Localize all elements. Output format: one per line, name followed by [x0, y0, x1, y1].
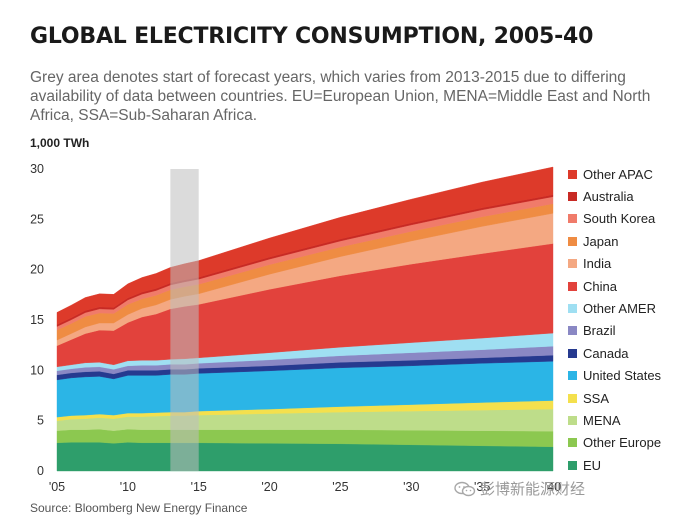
- legend-swatch: [568, 415, 577, 425]
- legend-label: Other Europe: [583, 435, 662, 451]
- watermark-text: 彭博新能源财经: [480, 481, 586, 498]
- y-tick-label: 15: [30, 313, 44, 327]
- legend-swatch: [568, 281, 577, 291]
- y-tick-label: 0: [37, 464, 44, 478]
- source-note: Source: Bloomberg New Energy Finance: [30, 501, 248, 515]
- legend-swatch: [568, 192, 577, 202]
- legend-item: Brazil: [568, 320, 661, 342]
- legend-swatch: [568, 348, 577, 358]
- y-tick-label: 5: [37, 414, 44, 428]
- legend-swatch: [568, 460, 577, 470]
- x-tick-label: '35: [474, 480, 490, 494]
- legend-item: MENA: [568, 409, 661, 431]
- legend-item: Other AMER: [568, 297, 661, 319]
- legend-item: Australia: [568, 185, 661, 207]
- y-tick-label: 25: [30, 212, 44, 226]
- legend-swatch: [568, 214, 577, 224]
- legend-item: United States: [568, 365, 661, 387]
- y-axis-unit-label: 1,000 TWh: [30, 136, 90, 150]
- watermark: 彭博新能源财经: [454, 478, 585, 499]
- legend-swatch: [568, 169, 577, 179]
- legend-label: China: [583, 278, 617, 294]
- y-tick-label: 30: [30, 162, 44, 176]
- legend-swatch: [568, 304, 577, 314]
- legend-label: Other APAC: [583, 166, 653, 182]
- forecast-start-shaded-region: [170, 169, 199, 471]
- legend-swatch: [568, 259, 577, 269]
- legend-swatch: [568, 326, 577, 336]
- legend-item: India: [568, 253, 661, 275]
- legend-label: India: [583, 256, 612, 272]
- legend-label: South Korea: [583, 211, 656, 227]
- legend-label: Other AMER: [583, 301, 656, 317]
- legend-swatch: [568, 393, 577, 403]
- chart-title: GLOBAL ELECTRICITY CONSUMPTION, 2005-40: [30, 24, 594, 49]
- legend-item: Other APAC: [568, 163, 661, 185]
- legend-label: EU: [583, 457, 602, 473]
- legend-label: Brazil: [583, 323, 616, 339]
- x-tick-label: '10: [120, 480, 136, 494]
- x-tick-label: '30: [403, 480, 419, 494]
- y-tick-label: 20: [30, 263, 44, 277]
- legend-item: SSA: [568, 387, 661, 409]
- legend-label: United States: [583, 368, 662, 384]
- chart-subtitle: Grey area denotes start of forecast year…: [30, 69, 651, 124]
- x-tick-label: '40: [545, 480, 561, 494]
- legend-item: South Korea: [568, 208, 661, 230]
- wechat-icon: [454, 481, 476, 496]
- legend-label: Canada: [583, 345, 629, 361]
- legend-label: MENA: [583, 412, 621, 428]
- legend-label: Japan: [583, 233, 619, 249]
- legend-item: Canada: [568, 342, 661, 364]
- legend-item: Japan: [568, 230, 661, 252]
- legend-swatch: [568, 236, 577, 246]
- x-tick-label: '05: [49, 480, 65, 494]
- area-series-eu: [56, 442, 554, 472]
- x-tick-label: '15: [191, 480, 207, 494]
- legend-swatch: [568, 371, 577, 381]
- area-series-other-apac: [56, 166, 554, 325]
- y-tick-label: 10: [30, 363, 44, 377]
- legend-item: Other Europe: [568, 432, 661, 454]
- legend-item: China: [568, 275, 661, 297]
- legend-swatch: [568, 438, 577, 448]
- legend-item: EU: [568, 454, 661, 476]
- x-tick-label: '25: [332, 480, 348, 494]
- x-tick-label: '20: [261, 480, 277, 494]
- legend-label: SSA: [583, 390, 610, 406]
- chart-legend: Other APAC Australia South Korea Japan India…: [568, 163, 661, 476]
- legend-label: Australia: [583, 189, 634, 205]
